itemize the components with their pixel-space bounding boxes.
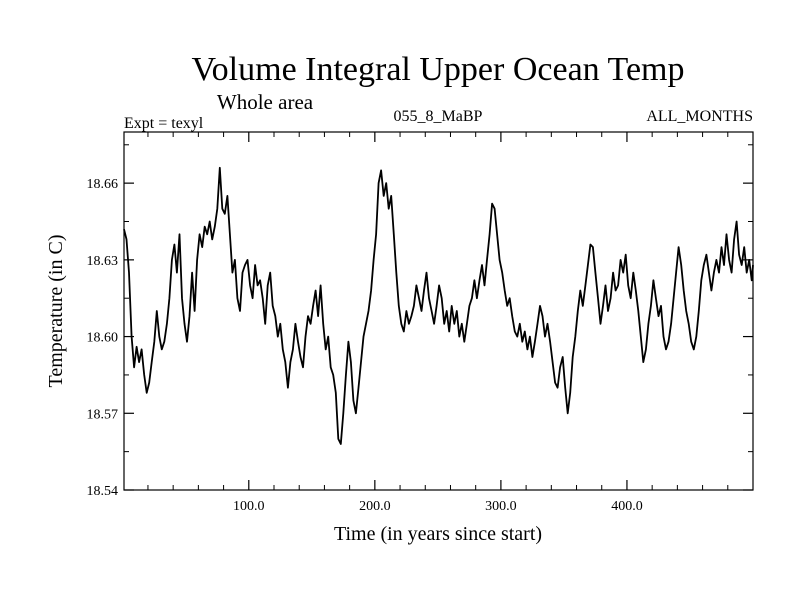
y-tick-label: 18.54 bbox=[87, 484, 119, 499]
chart-subtitle: Whole area bbox=[217, 90, 314, 114]
y-tick-label: 18.66 bbox=[87, 177, 119, 192]
header-right-label: ALL_MONTHS bbox=[646, 108, 753, 125]
header-center-label: 055_8_MaBP bbox=[394, 108, 483, 125]
y-tick-label: 18.57 bbox=[87, 407, 119, 422]
y-tick-label: 18.63 bbox=[87, 254, 119, 269]
header-left-label: Expt = texyl bbox=[124, 115, 204, 132]
x-tick-label: 400.0 bbox=[611, 499, 643, 514]
plot-frame bbox=[123, 131, 754, 491]
x-axis-label: Time (in years since start) bbox=[334, 523, 542, 545]
axis-ticks: 18.54 18.57 18.60 18.63 18.66 100.0 200.0 300.0… bbox=[87, 132, 753, 514]
series-line bbox=[123, 166, 754, 445]
y-axis-label: Temperature (in C) bbox=[45, 235, 67, 388]
x-tick-label: 300.0 bbox=[485, 499, 517, 514]
x-tick-label: 200.0 bbox=[359, 499, 391, 514]
y-tick-label: 18.60 bbox=[87, 331, 119, 346]
x-tick-label: 100.0 bbox=[233, 499, 265, 514]
chart-title: Volume Integral Upper Ocean Temp bbox=[192, 51, 685, 88]
